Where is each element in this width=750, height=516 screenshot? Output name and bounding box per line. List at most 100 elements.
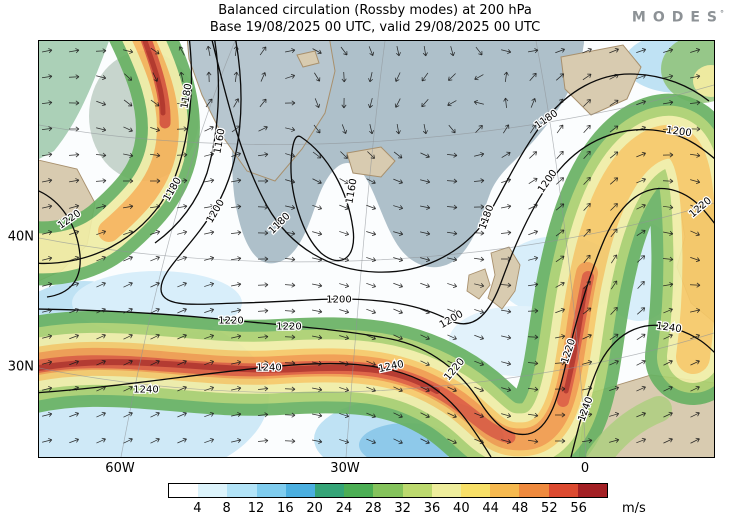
colorbar-segment: [548, 484, 578, 497]
wind-arrow: [556, 124, 564, 134]
wind-arrow: [123, 49, 134, 54]
wind-arrow: [662, 126, 674, 132]
wind-arrow: [529, 151, 538, 159]
wind-arrow: [149, 178, 161, 184]
contour-1220-nw: [39, 190, 81, 298]
wind-arrow: [609, 151, 619, 159]
wind-arrow: [341, 71, 347, 83]
wind-arrow: [339, 231, 350, 237]
wind-arrow: [231, 412, 242, 417]
wind-arrow: [312, 151, 322, 159]
wind-arrow: [312, 282, 323, 288]
colorbar-segment: [198, 484, 228, 497]
wind-arrow: [690, 257, 701, 263]
wind-arrow: [258, 125, 268, 132]
wind-arrow: [150, 126, 161, 133]
wind-arrow: [96, 437, 106, 444]
wind-arrow: [69, 204, 80, 209]
colorbar-tick-label: 32: [394, 501, 411, 516]
wind-arrow: [554, 412, 566, 418]
wind-arrow: [420, 231, 431, 236]
wind-arrow: [42, 178, 53, 184]
wind-arrow: [663, 100, 674, 106]
wind-arrow: [150, 411, 160, 418]
modes-logo: MODES°: [632, 9, 724, 26]
wind-arrow: [339, 413, 350, 419]
colorbar-tick-label: 8: [222, 501, 231, 516]
wind-arrow: [257, 438, 269, 444]
wind-arrow: [366, 204, 376, 211]
contour-label: 1220: [276, 322, 301, 333]
wind-arrow: [609, 359, 619, 366]
wind-arrow: [204, 307, 215, 313]
nw-green-patch: [39, 41, 109, 159]
wind-arrow: [42, 386, 53, 391]
wind-arrow: [366, 412, 376, 419]
contour-label: 1200: [665, 125, 692, 139]
wind-arrow: [231, 334, 242, 339]
wind-arrow: [69, 255, 80, 262]
wind-arrow: [69, 385, 79, 392]
lon-label: 30W: [330, 461, 360, 476]
colorbar-tick-label: 52: [541, 501, 558, 516]
wind-arrow: [393, 386, 403, 393]
wind-arrow: [96, 307, 106, 314]
wind-arrow: [312, 386, 323, 392]
colorbar-segment: [431, 484, 462, 497]
wind-arrow: [393, 151, 403, 159]
wind-arrow: [312, 412, 323, 418]
wind-arrow: [583, 254, 591, 264]
ne-yellow-patch: [693, 65, 714, 97]
wind-arrow: [473, 204, 485, 210]
wind-arrow: [636, 229, 646, 236]
wind-arrow: [690, 385, 700, 392]
wind-arrow: [233, 98, 240, 108]
wind-arrow: [636, 47, 647, 53]
wind-arrow: [123, 307, 133, 314]
wind-arrow: [340, 46, 348, 56]
jet-stream-bands: [39, 41, 714, 457]
wind-arrow: [636, 385, 646, 392]
wind-arrow: [204, 152, 215, 157]
wind-arrow: [609, 47, 619, 54]
wind-arrow: [150, 359, 160, 366]
colorbar-tick-label: 44: [482, 501, 499, 516]
wind-arrow: [122, 178, 134, 184]
wind-arrow: [123, 437, 133, 444]
wind-arrow: [555, 229, 565, 237]
wind-arrow: [204, 411, 215, 418]
wind-arrow: [422, 124, 428, 135]
wind-arrow: [96, 281, 106, 288]
wind-arrow: [501, 413, 512, 418]
wind-arrow: [69, 126, 80, 132]
wind-arrow: [393, 178, 403, 185]
chart-title: Balanced circulation (Rossby modes) at 2…: [218, 3, 532, 18]
wind-arrow: [394, 98, 401, 108]
land-scandinavia: [560, 44, 642, 116]
wind-arrow: [204, 230, 215, 236]
wind-arrow: [95, 48, 107, 54]
wind-arrow: [448, 73, 456, 81]
wind-arrow: [609, 438, 620, 443]
wind-arrow: [150, 99, 160, 107]
wind-arrow: [583, 99, 591, 107]
wind-arrow: [500, 256, 512, 262]
wind-arrow: [556, 177, 565, 185]
colorbar-segment: [169, 484, 199, 497]
wind-arrow: [501, 151, 511, 158]
wind-arrow: [446, 152, 458, 158]
wind-arrow: [662, 256, 674, 262]
wind-arrow: [285, 179, 296, 184]
wind-arrow: [501, 204, 512, 210]
wind-arrow: [583, 176, 591, 185]
wind-arrow: [637, 280, 645, 289]
wind-arrow: [690, 333, 700, 340]
wind-arrow: [312, 360, 323, 366]
wind-arrow: [257, 360, 269, 366]
wind-arrow: [312, 204, 323, 211]
wind-arrow: [123, 385, 133, 392]
wind-arrow: [554, 438, 566, 444]
colorbar-tick-label: 40: [453, 501, 470, 516]
wind-arrow: [582, 47, 592, 54]
wind-arrow: [204, 385, 215, 392]
